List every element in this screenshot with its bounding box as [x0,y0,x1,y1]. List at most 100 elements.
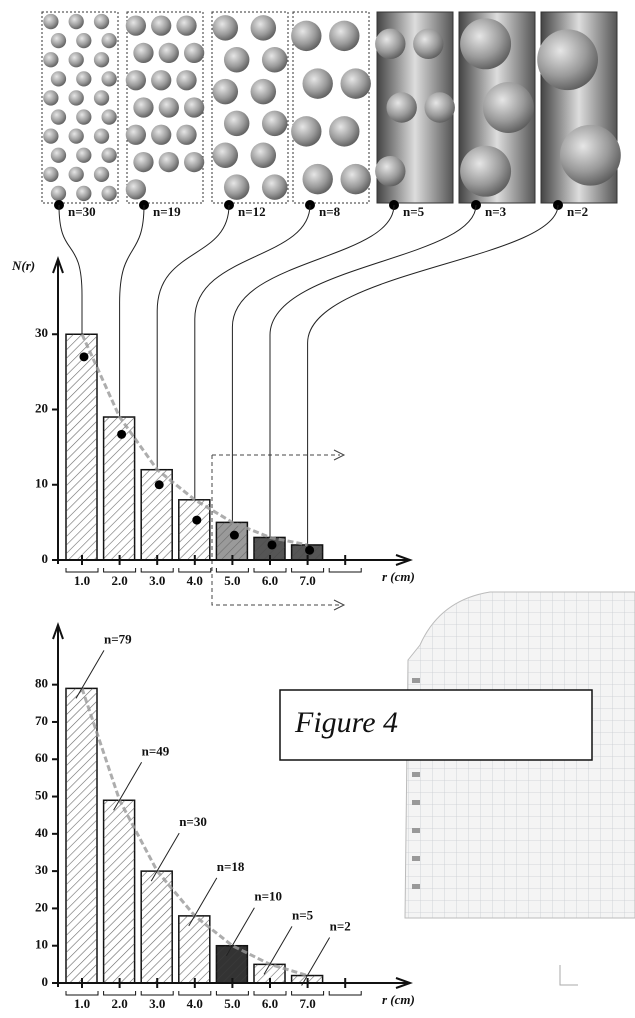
panel [291,12,371,203]
sphere [126,179,146,199]
sphere [176,125,196,145]
sphere [159,97,179,117]
panel-label: n=12 [238,204,266,219]
panel [375,12,455,203]
y-tick-label: 30 [35,325,48,340]
y-tick-label: 40 [35,825,48,840]
sphere [341,164,371,194]
figure: Figure 4 n=30n=19n=12n=8n=5n=3n=20102030… [0,0,635,1018]
sphere [94,90,109,105]
sphere [51,148,66,163]
sphere [425,92,455,122]
x-bracket [66,568,98,572]
x-bracket [329,991,361,995]
x-tick-label: 5.0 [224,996,240,1011]
corner-mark [560,965,578,985]
panel [537,12,621,203]
connector [157,205,229,485]
bar-hatch [179,500,210,560]
value-label: n=49 [142,743,170,758]
value-label: n=18 [217,859,245,874]
sphere [213,79,238,104]
sphere [151,125,171,145]
panel-frame [212,12,288,203]
sphere [184,43,204,63]
panel-label: n=8 [319,204,341,219]
sphere [262,111,287,136]
sphere [133,152,153,172]
connector [120,205,144,434]
panel [459,12,535,203]
sphere [262,47,287,72]
connector [270,205,476,545]
x-tick-label: 3.0 [149,573,165,588]
sphere [483,82,534,133]
sphere [291,21,321,51]
sphere [375,29,405,59]
connector [308,205,558,550]
sphere [43,52,58,67]
sphere [176,16,196,36]
x-tick-label: 7.0 [299,996,315,1011]
sphere [69,129,84,144]
bar-hatch [104,800,135,983]
sphere [537,29,598,90]
y-tick-label: 10 [35,476,48,491]
y-tick-label: 20 [35,899,48,914]
sphere [329,21,359,51]
x-tick-label: 3.0 [149,996,165,1011]
x-bracket [216,991,248,995]
y-tick-label: 10 [35,937,48,952]
sphere [43,90,58,105]
bar-hatch [104,417,135,560]
sphere [101,186,116,201]
x-bracket [66,991,98,995]
sphere [94,14,109,29]
sphere [460,146,511,197]
sphere [94,167,109,182]
sphere [76,71,91,86]
sphere [43,167,58,182]
y-tick-label: 80 [35,676,48,691]
value-label: n=5 [292,907,314,922]
x-tick-label: 1.0 [74,573,90,588]
y-axis-label: N(r) [11,258,35,273]
panel-label: n=19 [153,204,181,219]
panel-label: n=5 [403,204,425,219]
sphere [251,15,276,40]
sphere [69,52,84,67]
x-tick-label: 6.0 [262,573,278,588]
sphere [101,33,116,48]
sphere [51,71,66,86]
data-point [80,352,89,361]
sphere [69,14,84,29]
sphere [213,143,238,168]
sphere [76,148,91,163]
y-tick-label: 50 [35,788,48,803]
sphere [43,14,58,29]
x-bracket [216,568,248,572]
y-tick-label: 70 [35,713,48,728]
y-tick-label: 60 [35,750,48,765]
sphere [159,152,179,172]
sphere [51,186,66,201]
x-bracket [104,991,136,995]
data-point [268,540,277,549]
x-tick-label: 6.0 [262,996,278,1011]
bar-hatch [216,522,247,560]
data-point [155,480,164,489]
x-tick-label: 2.0 [111,573,127,588]
panel [42,12,118,203]
bar-hatch [141,871,172,983]
sphere [133,43,153,63]
sphere [51,109,66,124]
x-axis-label: r (cm) [382,992,415,1007]
sphere [291,116,321,146]
sphere [341,68,371,98]
sphere [387,92,417,122]
sphere [251,79,276,104]
sphere [159,43,179,63]
y-tick-label: 20 [35,400,48,415]
value-label: n=2 [330,919,351,934]
x-bracket [292,568,324,572]
